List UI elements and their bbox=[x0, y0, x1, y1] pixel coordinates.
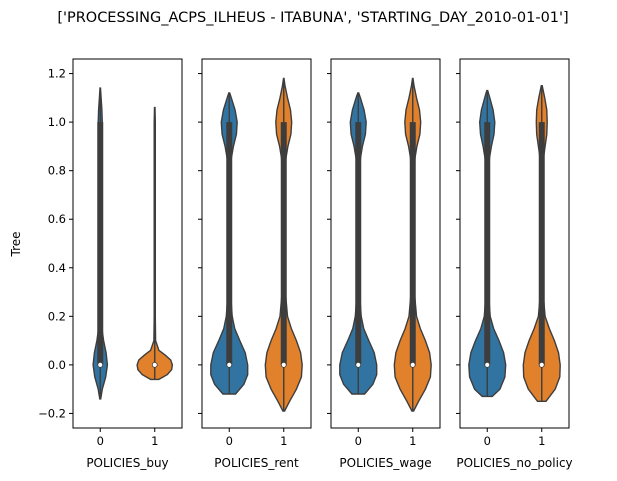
x-tick-label: 1 bbox=[280, 434, 287, 448]
violin-median bbox=[409, 361, 416, 368]
x-tick-label: 0 bbox=[355, 434, 362, 448]
violin-iqr-box bbox=[409, 122, 416, 365]
panel-frame bbox=[201, 58, 312, 429]
violin-median bbox=[355, 361, 362, 368]
x-tick-label: 1 bbox=[409, 434, 416, 448]
panel-1: 0 1 POLICIES_rent bbox=[198, 58, 312, 470]
panel-frame bbox=[330, 58, 441, 429]
violin-median bbox=[226, 361, 233, 368]
x-axis-label: POLICIES_buy bbox=[86, 456, 168, 470]
violin-median bbox=[538, 361, 545, 368]
y-tick-label: 0.6 bbox=[48, 212, 66, 226]
x-axis-label: POLICIES_wage bbox=[339, 456, 431, 470]
x-tick-label: 0 bbox=[484, 434, 491, 448]
chart-panels: −0.2 0.0 0.2 0.4 0.6 0.8 1.0 1.2 0 1 POLICIES_buy 0… bbox=[38, 58, 573, 470]
panel-3: 0 1 POLICIES_no_policy bbox=[456, 58, 573, 470]
y-tick-label: 0.8 bbox=[48, 164, 66, 178]
x-tick-label: 0 bbox=[97, 434, 104, 448]
violin-median bbox=[484, 361, 491, 368]
violin-median bbox=[151, 361, 158, 368]
violin-median bbox=[97, 361, 104, 368]
y-tick-label: −0.2 bbox=[38, 406, 66, 420]
violin-iqr-box bbox=[484, 122, 491, 365]
violin-iqr-box bbox=[280, 122, 287, 365]
x-tick-label: 1 bbox=[538, 434, 545, 448]
chart-title: ['PROCESSING_ACPS_ILHEUS - ITABUNA', 'ST… bbox=[57, 10, 568, 26]
violin-median bbox=[280, 361, 287, 368]
y-tick-label: 1.2 bbox=[48, 67, 66, 81]
y-axis-label: Tree bbox=[9, 231, 23, 257]
x-axis-label: POLICIES_rent bbox=[214, 456, 299, 470]
panel-frame bbox=[459, 58, 570, 429]
y-tick-label: 0.0 bbox=[48, 358, 66, 372]
y-tick-label: 0.2 bbox=[48, 309, 66, 323]
panel-frame bbox=[72, 58, 183, 429]
x-tick-label: 1 bbox=[151, 434, 158, 448]
violin-iqr-box bbox=[226, 122, 233, 365]
x-axis-label: POLICIES_no_policy bbox=[456, 456, 572, 470]
violin-iqr-box bbox=[355, 122, 362, 365]
y-tick-label: 1.0 bbox=[48, 115, 66, 129]
violin-iqr-box bbox=[97, 122, 104, 365]
panel-0: −0.2 0.0 0.2 0.4 0.6 0.8 1.0 1.2 0 1 POLICIES_buy bbox=[38, 58, 183, 470]
x-tick-label: 0 bbox=[226, 434, 233, 448]
violin-iqr-box bbox=[538, 122, 545, 365]
y-tick-label: 0.4 bbox=[48, 261, 66, 275]
panel-2: 0 1 POLICIES_wage bbox=[327, 58, 441, 470]
